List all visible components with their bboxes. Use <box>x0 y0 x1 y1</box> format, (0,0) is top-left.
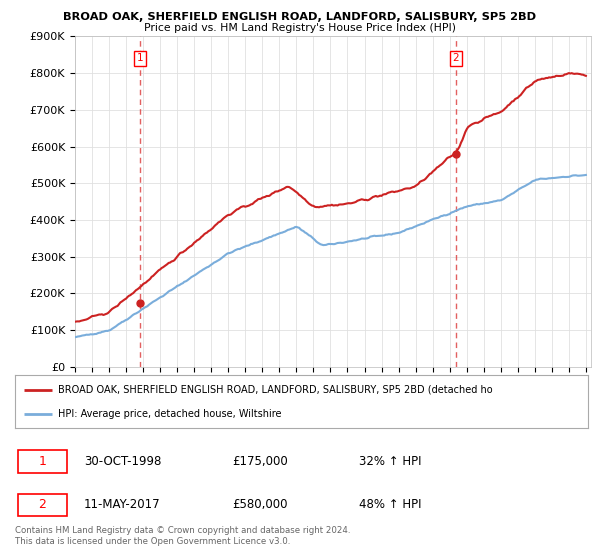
Text: 30-OCT-1998: 30-OCT-1998 <box>84 455 161 468</box>
Text: 11-MAY-2017: 11-MAY-2017 <box>84 498 160 511</box>
Text: 2: 2 <box>452 53 459 63</box>
Text: £175,000: £175,000 <box>233 455 289 468</box>
Text: 1: 1 <box>38 455 46 468</box>
Text: 2: 2 <box>38 498 46 511</box>
FancyBboxPatch shape <box>18 494 67 516</box>
Text: Price paid vs. HM Land Registry's House Price Index (HPI): Price paid vs. HM Land Registry's House … <box>144 23 456 33</box>
FancyBboxPatch shape <box>18 450 67 473</box>
Text: BROAD OAK, SHERFIELD ENGLISH ROAD, LANDFORD, SALISBURY, SP5 2BD (detached ho: BROAD OAK, SHERFIELD ENGLISH ROAD, LANDF… <box>58 385 493 395</box>
Text: £580,000: £580,000 <box>233 498 288 511</box>
Text: Contains HM Land Registry data © Crown copyright and database right 2024.
This d: Contains HM Land Registry data © Crown c… <box>15 526 350 546</box>
Text: BROAD OAK, SHERFIELD ENGLISH ROAD, LANDFORD, SALISBURY, SP5 2BD: BROAD OAK, SHERFIELD ENGLISH ROAD, LANDF… <box>64 12 536 22</box>
Text: 32% ↑ HPI: 32% ↑ HPI <box>359 455 421 468</box>
Text: 1: 1 <box>137 53 143 63</box>
Text: 48% ↑ HPI: 48% ↑ HPI <box>359 498 421 511</box>
Text: HPI: Average price, detached house, Wiltshire: HPI: Average price, detached house, Wilt… <box>58 409 281 419</box>
